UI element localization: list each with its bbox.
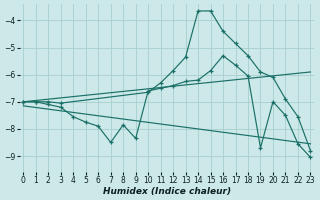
X-axis label: Humidex (Indice chaleur): Humidex (Indice chaleur): [103, 187, 231, 196]
